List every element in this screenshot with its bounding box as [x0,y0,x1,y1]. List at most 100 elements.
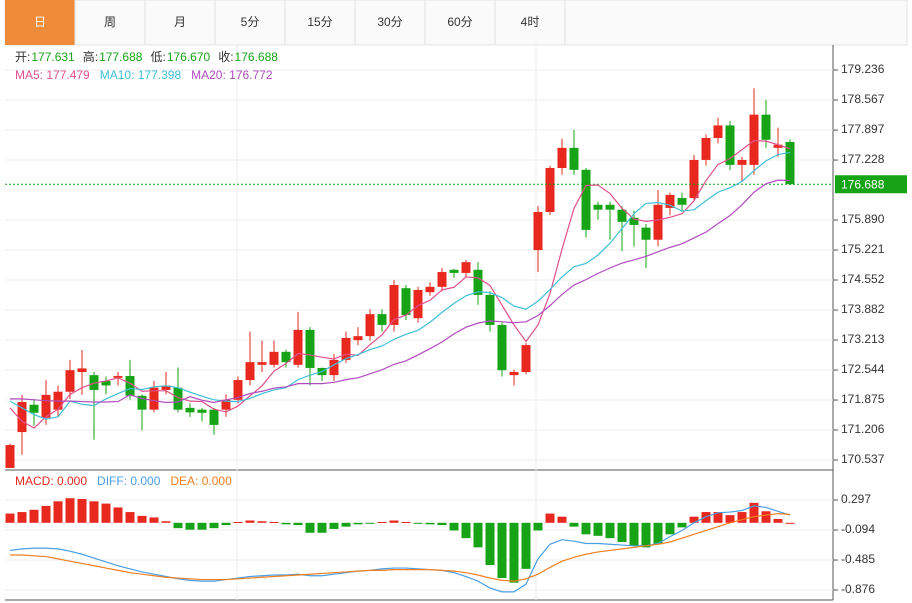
candle-body [737,159,747,165]
candle-body [665,194,675,208]
legend-text: DEA: 0.000 [170,474,232,488]
candle-body [473,269,483,295]
macd-bar [317,522,327,533]
y-tick-label: 173.213 [841,332,885,346]
macd-bar [257,521,267,523]
tab-label[interactable]: 日 [34,15,46,29]
legend-text: MA10: 177.398 [100,68,182,82]
macd-bar [485,522,495,566]
y-tick-label: -0.094 [841,522,875,536]
candle-body [461,262,471,273]
macd-bar [29,509,39,523]
legend-text: MA5: 177.479 [15,68,90,82]
candle-body [713,125,723,138]
candle-body [293,329,303,365]
candle-body [149,387,159,410]
legend-text: 176.670 [167,50,211,64]
legend-text: 高: [83,49,98,64]
macd-bar [437,522,447,526]
candle-body [161,385,171,390]
candle-body [725,125,735,165]
legend-text: 177.631 [31,50,75,64]
macd-bar [413,522,423,524]
candle-body [401,288,411,316]
macd-bar [785,522,795,524]
y-tick-label: 178.567 [841,92,885,106]
macd-bar [473,522,483,548]
candle-body [641,227,651,240]
candle-body [629,217,639,225]
tab-label[interactable]: 15分 [307,15,332,29]
macd-bar [17,512,27,523]
candle-body [41,394,51,418]
macd-bar [53,501,63,523]
candle-body [653,204,663,240]
y-tick-label: 174.552 [841,272,885,286]
candle-body [77,368,87,372]
macd-bar [5,513,15,523]
line-series [9,505,791,593]
macd-bar [725,515,735,523]
tab-label[interactable]: 60分 [447,15,472,29]
macd-bar [629,522,639,546]
line-series [9,151,791,420]
macd-bar [449,522,459,531]
candle-body [389,285,399,325]
y-tick-label: 170.537 [841,452,885,466]
y-tick-label: 173.882 [841,302,885,316]
macd-bar [137,515,147,523]
candle-body [497,324,507,371]
y-tick-label: -0.876 [841,582,875,596]
candle-body [245,362,255,381]
candle-body [761,114,771,140]
macd-bar [209,522,219,529]
y-tick-label: 0.297 [841,492,871,506]
current-price-box [835,175,907,194]
macd-bar [293,522,303,526]
candle-body [557,147,567,169]
macd-bar [113,507,123,523]
tab-label[interactable]: 4时 [521,15,540,29]
macd-bar [377,522,387,524]
candle-body [17,402,27,433]
tab-label[interactable]: 月 [174,15,186,29]
candle-body [521,345,531,372]
candle-body [437,272,447,287]
candle-body [257,362,267,365]
tab-label[interactable]: 5分 [241,15,260,29]
tab-label[interactable]: 30分 [377,15,402,29]
candle-body [689,159,699,199]
candle-body [413,289,423,319]
candle-body [329,359,339,376]
tab-active [5,0,75,45]
candle-body [785,141,795,185]
candle-body [569,147,579,170]
macd-bar [533,522,543,531]
legend-text: 开: [15,50,30,64]
y-tick-label: 177.897 [841,122,885,136]
legend-text: 177.688 [99,50,143,64]
candle-body [125,376,135,396]
candle-body [593,204,603,210]
macd-bar [497,522,507,579]
candle-body [509,371,519,376]
macd-bar [641,522,651,548]
candle-body [113,376,123,378]
line-series [10,512,791,582]
candle-body [233,380,243,400]
tab-label[interactable]: 周 [104,15,116,29]
y-tick-label: 179.236 [841,62,885,76]
candle-body [209,409,219,425]
macd-bar [221,522,231,526]
candle-body [197,409,207,413]
candle-body [533,211,543,251]
macd-bar [77,499,87,523]
macd-bar [665,522,675,535]
macd-bar [677,522,687,528]
legend-text: MACD: 0.000 [15,474,87,488]
candle-body [89,375,99,390]
candle-body [449,269,459,273]
macd-bar [605,522,615,539]
macd-bar [749,502,759,523]
